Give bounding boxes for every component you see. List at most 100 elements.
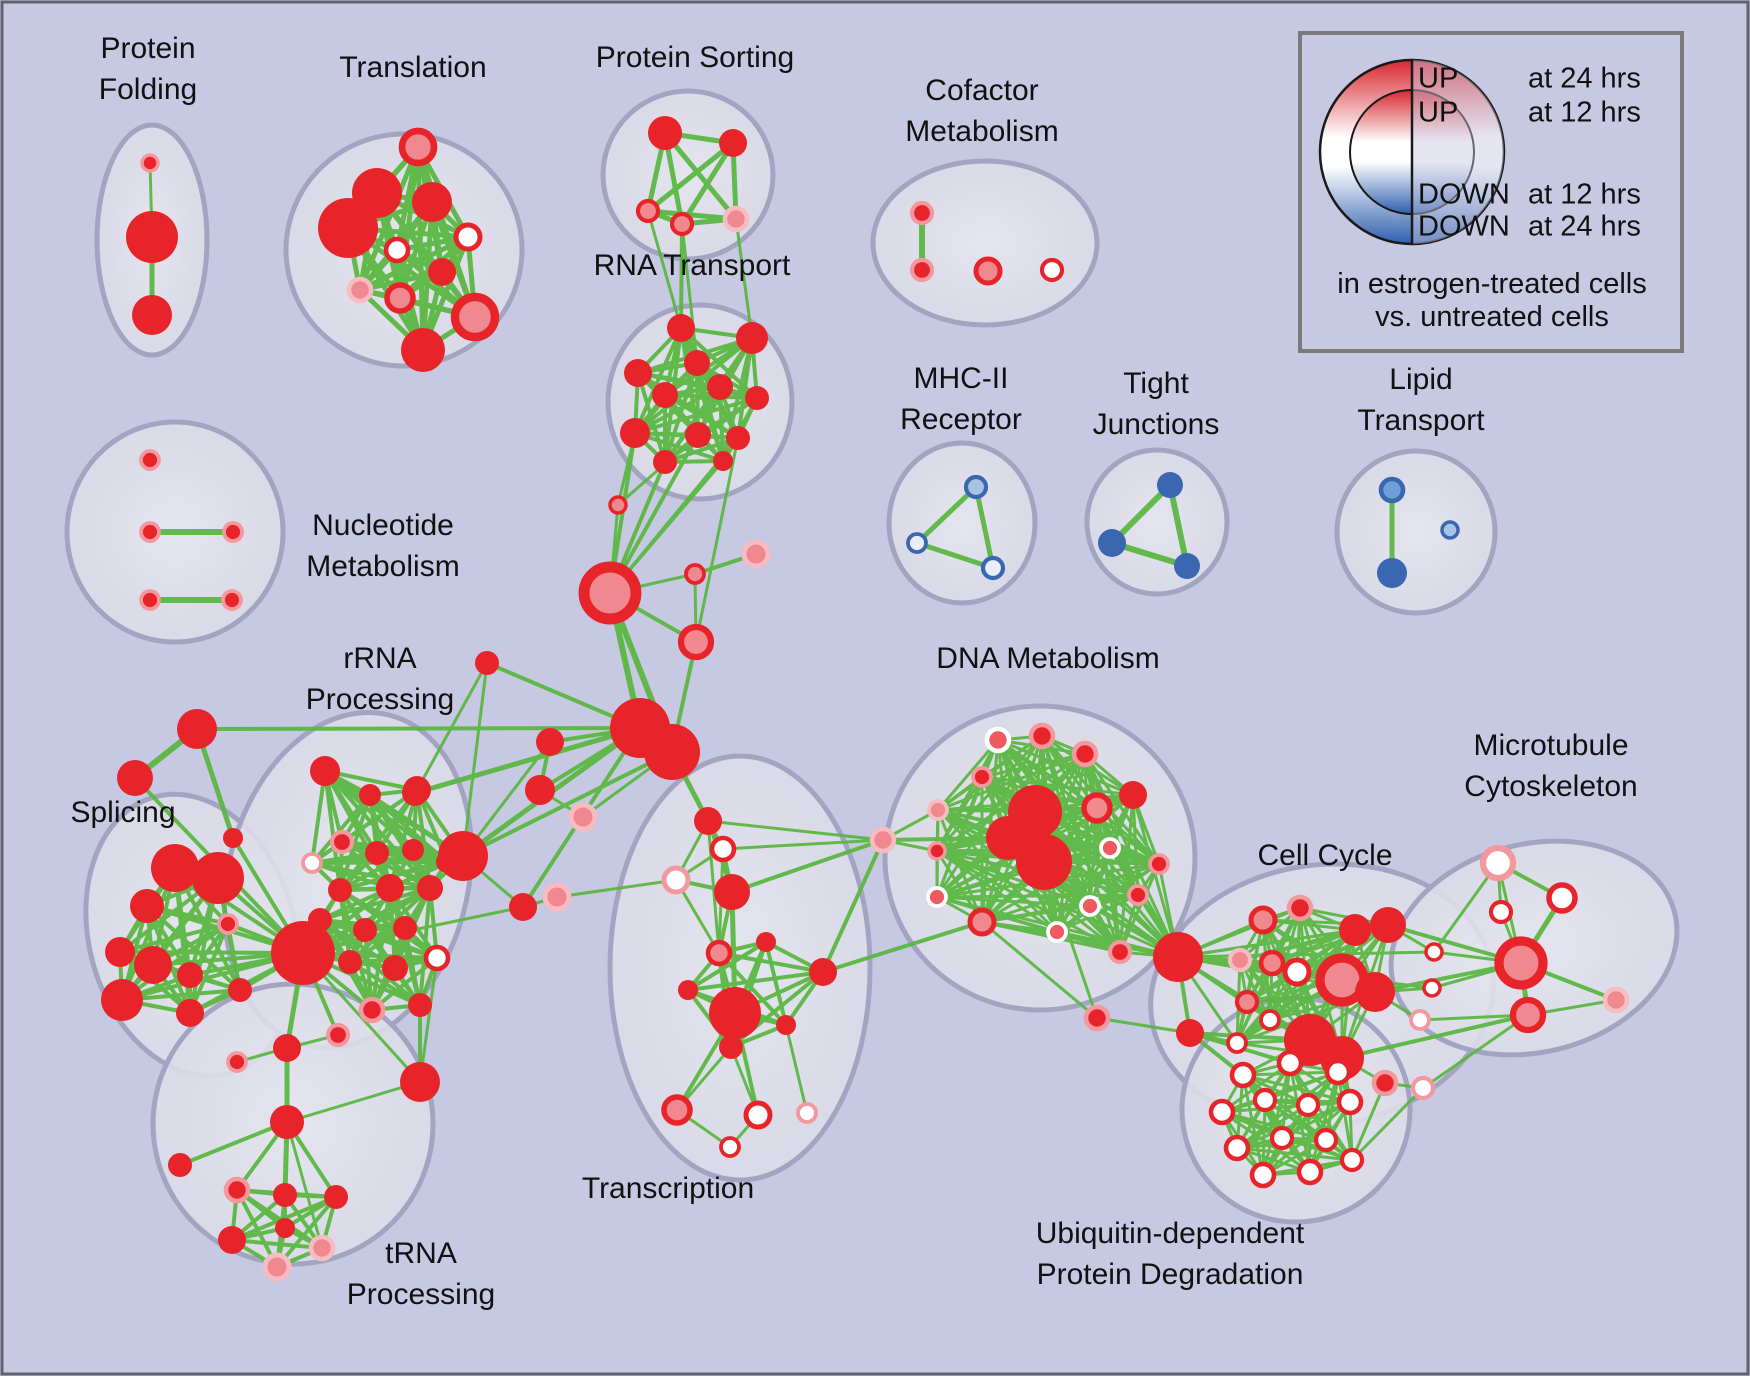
node-u2: [1276, 1049, 1304, 1077]
legend-time-2: at 12 hrs: [1528, 179, 1641, 211]
edge: [914, 484, 979, 546]
edge: [1350, 1081, 1387, 1162]
node-x7: [705, 939, 733, 967]
cluster-mhc-ii-receptor-ellipse: [886, 440, 1038, 606]
node-e5: [275, 1218, 295, 1238]
node-r17: [382, 955, 408, 981]
node-cr3: [1409, 1009, 1431, 1031]
node-s5: [105, 937, 135, 967]
node-lp2: [1377, 558, 1407, 588]
edge: [686, 940, 768, 992]
edge: [178, 1120, 289, 1167]
edge: [1336, 1070, 1354, 1162]
node-l2: [525, 775, 555, 805]
node-tj1: [1157, 472, 1183, 498]
node-c2: [1286, 894, 1314, 922]
node-n15: [967, 907, 997, 937]
edge: [1235, 928, 1357, 1045]
edge: [418, 956, 439, 1084]
legend-direction-3: DOWN: [1418, 211, 1510, 243]
node-tj2: [1098, 529, 1126, 557]
node-s6: [134, 946, 172, 984]
edge: [285, 1120, 324, 1250]
node-ps3: [635, 198, 661, 224]
node-l1: [536, 728, 564, 756]
node-pf3: [132, 295, 172, 335]
node-m5: [1509, 996, 1547, 1034]
node-b2: [684, 563, 706, 585]
node-rt8: [620, 418, 650, 448]
edge: [914, 540, 996, 571]
node-r2: [359, 784, 381, 806]
node-n17: [1127, 884, 1149, 906]
node-u8: [1223, 1134, 1251, 1162]
edge: [1235, 1103, 1310, 1150]
edge: [1280, 1136, 1354, 1162]
node-rt5: [652, 382, 678, 408]
legend-direction-2: DOWN: [1418, 179, 1510, 211]
node-lp3: [1440, 520, 1460, 540]
node-r12: [438, 831, 488, 881]
node-b0: [608, 495, 628, 515]
cluster-labels: Protein Folding Translation Protein Sorting…: [70, 32, 1637, 1311]
edge: [645, 140, 736, 214]
node-pf2: [126, 211, 178, 263]
cluster-lipid-transport-ellipse: [1334, 448, 1498, 616]
node-u1: [1229, 1061, 1257, 1089]
node-d5: [400, 1062, 440, 1102]
node-u9: [1269, 1125, 1295, 1151]
edge: [662, 130, 739, 222]
node-x14: [743, 1100, 773, 1130]
edge: [973, 484, 996, 571]
node-mh3: [980, 555, 1006, 581]
node-cr1: [1424, 942, 1444, 962]
node-t9: [384, 282, 416, 314]
node-t8: [346, 276, 374, 304]
node-n19: [1107, 939, 1133, 965]
node-cf1: [909, 200, 935, 226]
cluster-trna-processing-label: tRNA Processing: [347, 1237, 495, 1311]
edge: [230, 1238, 324, 1250]
legend: UP at 24 hrs UP at 12 hrs DOWN at 12 hrs DOWN a…: [1298, 31, 1684, 353]
edge: [1288, 1061, 1354, 1162]
edge: [935, 895, 1092, 908]
node-n3: [1071, 740, 1099, 768]
node-s3: [130, 889, 164, 923]
node-n5: [927, 799, 949, 821]
cluster-nucleotide-metabolism-label: Nucleotide Metabolism: [306, 509, 459, 583]
node-rt4: [684, 350, 710, 376]
node-r16: [338, 950, 362, 974]
node-q1: [475, 651, 499, 675]
node-u6: [1295, 1092, 1321, 1118]
node-rt7: [745, 386, 769, 410]
node-x11: [809, 958, 837, 986]
node-rt11: [653, 450, 677, 474]
node-pf1: [140, 153, 160, 173]
edge: [980, 752, 1087, 779]
edge: [1095, 1016, 1192, 1035]
cluster-tight-junctions-ellipse: [1084, 447, 1230, 597]
node-tr2: [117, 760, 153, 796]
edge: [633, 396, 759, 435]
edge: [679, 222, 684, 330]
node-r6: [365, 841, 389, 865]
edge: [310, 861, 432, 890]
node-tj3: [1174, 553, 1200, 579]
node-u3: [1324, 1058, 1352, 1086]
edge: [1176, 950, 1436, 959]
edge: [706, 819, 885, 842]
node-r11: [417, 875, 443, 901]
node-rt3: [624, 359, 652, 387]
node-r10: [376, 874, 404, 902]
edge: [310, 793, 372, 865]
edge: [310, 769, 327, 865]
edge: [1040, 734, 1092, 908]
edge: [1055, 862, 1161, 934]
node-n6: [927, 841, 947, 861]
node-u7: [1336, 1088, 1364, 1116]
node-e6: [308, 1234, 336, 1262]
edge: [1131, 793, 1180, 959]
node-t4: [318, 198, 378, 258]
network-nodes: [101, 116, 1630, 1282]
